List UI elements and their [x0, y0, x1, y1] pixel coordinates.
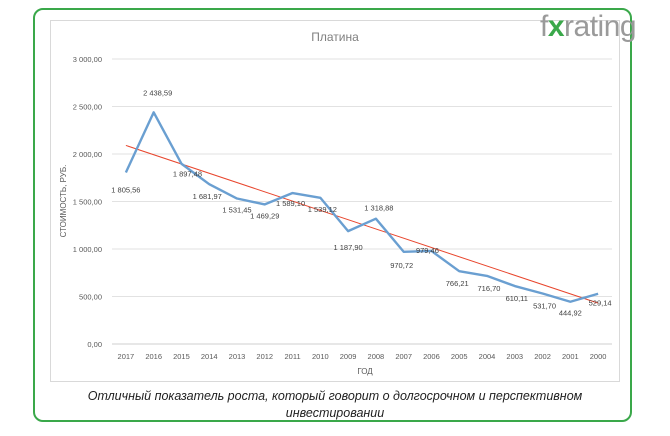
- y-tick-label: 500,00: [79, 293, 102, 302]
- y-tick-label: 0,00: [87, 340, 102, 349]
- x-tick-label: 2003: [506, 352, 523, 361]
- data-label: 1 589,10: [276, 199, 305, 208]
- data-label: 1 805,56: [111, 185, 140, 194]
- x-tick-label: 2008: [368, 352, 385, 361]
- data-label: 716,70: [478, 284, 501, 293]
- x-tick-label: 2000: [590, 352, 607, 361]
- data-label: 979,46: [416, 246, 439, 255]
- series-line-path: [124, 111, 599, 303]
- data-label: 529,14: [589, 299, 612, 308]
- x-tick-label: 2007: [395, 352, 412, 361]
- chart-title: Платина: [311, 30, 359, 44]
- x-tick-label: 2013: [229, 352, 246, 361]
- y-tick-label: 3 000,00: [73, 55, 102, 64]
- data-label: 1 469,29: [250, 211, 279, 220]
- x-tick-label: 2012: [256, 352, 273, 361]
- y-tick-label: 2 500,00: [73, 103, 102, 112]
- x-tick-label: 2006: [423, 352, 440, 361]
- data-labels: 1 805,56 2 438,59 1 897,48 1 681,971 531,45…: [111, 88, 611, 317]
- x-tick-label: 2009: [340, 352, 357, 361]
- x-tick-label: 2015: [173, 352, 190, 361]
- data-label: 1 897,48: [173, 170, 202, 179]
- x-tick-label: 2016: [145, 352, 162, 361]
- x-axis-ticks: 2017 2016 2015 2014 2013 2012 2011 2010 2009 2008…: [118, 352, 607, 361]
- y-tick-label: 2 000,00: [73, 150, 102, 159]
- data-label: 1 531,45: [222, 206, 251, 215]
- data-label: 1 318,88: [364, 204, 393, 213]
- data-label: 1 681,97: [193, 192, 222, 201]
- fxrating-logo: fxrating: [540, 10, 637, 43]
- x-tick-label: 2017: [118, 352, 135, 361]
- data-label: 1 187,90: [334, 243, 363, 252]
- data-label: 2 438,59: [143, 88, 172, 97]
- y-tick-label: 1 500,00: [73, 198, 102, 207]
- chart-panel: [50, 20, 620, 382]
- x-tick-label: 2011: [284, 352, 300, 361]
- data-label: 1 539,12: [308, 205, 337, 214]
- figure-caption: Отличный показатель роста, который говор…: [87, 389, 583, 420]
- data-label: 610,11: [506, 294, 528, 303]
- series-line: [124, 111, 599, 303]
- y-tick-label: 1 000,00: [73, 245, 102, 254]
- x-tick-label: 2014: [201, 352, 218, 361]
- x-tick-label: 2002: [534, 352, 551, 361]
- x-axis-label: ГОД: [357, 367, 373, 376]
- grid: [112, 58, 612, 345]
- data-label: 970,72: [390, 261, 413, 270]
- x-tick-label: 2005: [451, 352, 468, 361]
- data-label: 766,21: [446, 279, 469, 288]
- x-tick-label: 2001: [562, 352, 579, 361]
- data-label: 444,92: [559, 309, 582, 318]
- y-axis-label: СТОИМОСТЬ, РУБ.: [59, 165, 68, 238]
- x-tick-label: 2010: [312, 352, 329, 361]
- y-axis-ticks: 0,00 500,00 1 000,00 1 500,00 2 000,00 2 500,…: [73, 55, 102, 349]
- x-tick-label: 2004: [479, 352, 496, 361]
- data-label: 531,70: [533, 301, 556, 310]
